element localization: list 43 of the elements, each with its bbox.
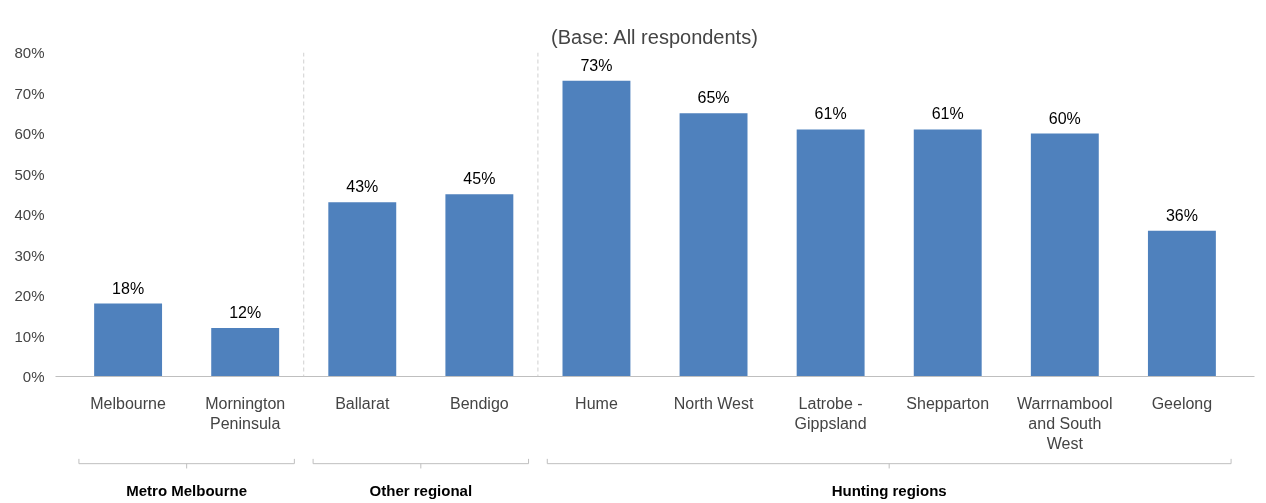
- text: Metro Melbourne: [126, 481, 248, 499]
- x-tick-label: Ballarat: [335, 394, 390, 412]
- x-tick-label: Shepparton: [906, 394, 990, 412]
- y-tick-label: 10%: [14, 327, 45, 345]
- text: Other regional: [369, 481, 473, 499]
- bar: [913, 129, 982, 377]
- x-tick-label: Latrobe - Gippsland: [794, 394, 867, 432]
- data-label: 36%: [1165, 206, 1198, 224]
- bar: [796, 129, 865, 377]
- x-tick-label: Hume: [575, 394, 618, 412]
- y-tick-label: 20%: [14, 287, 45, 304]
- data-label: 60%: [1048, 109, 1081, 127]
- x-tick-label: Geelong: [1151, 394, 1213, 412]
- data-label: 73%: [580, 56, 613, 74]
- text: Hunting regions: [831, 481, 947, 499]
- x-tick-label: Mornington Peninsula: [205, 394, 286, 432]
- bar: [445, 194, 514, 377]
- data-label: 65%: [697, 89, 730, 107]
- y-tick-label: 50%: [14, 165, 45, 183]
- data-label: 12%: [229, 303, 262, 321]
- bar: [679, 113, 748, 377]
- data-label: 61%: [931, 105, 964, 123]
- data-label: 61%: [814, 105, 847, 123]
- bar: [211, 327, 280, 377]
- bar: [1030, 133, 1099, 377]
- y-tick-label: 0%: [22, 368, 45, 385]
- data-label: 43%: [346, 178, 379, 196]
- x-tick-label: North West: [673, 394, 754, 412]
- data-label: 18%: [112, 279, 145, 297]
- y-tick-label: 60%: [14, 125, 45, 142]
- x-tick-label: Bendigo: [450, 394, 509, 412]
- bar: [1147, 230, 1216, 377]
- bar: [562, 80, 631, 377]
- chart-title: (Base: All respondents): [551, 25, 758, 48]
- x-tick-label: Warrnambool and South West: [1017, 394, 1113, 453]
- bar: [328, 202, 397, 377]
- y-tick-label: 30%: [14, 246, 45, 264]
- y-tick-label: 40%: [14, 206, 45, 223]
- bar: [94, 303, 163, 377]
- y-tick-label: 70%: [14, 84, 45, 102]
- data-label: 45%: [463, 170, 496, 188]
- y-tick-label: 80%: [14, 44, 45, 61]
- x-tick-label: Melbourne: [90, 394, 166, 412]
